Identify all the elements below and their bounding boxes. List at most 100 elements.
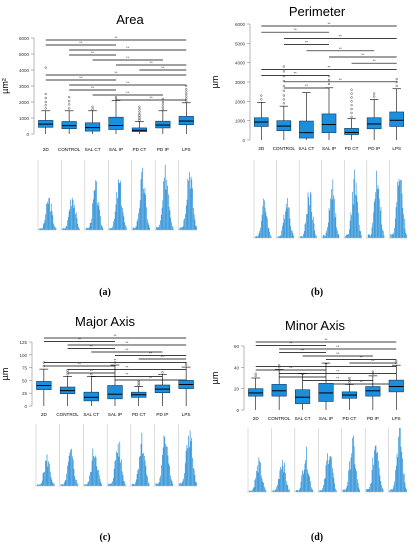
histogram-bar: [270, 234, 271, 238]
histogram-bar: [313, 223, 315, 238]
histogram-bar: [307, 192, 309, 238]
histogram-bar: [180, 482, 181, 486]
histogram-bar: [284, 462, 285, 492]
outlier-point: [350, 88, 353, 91]
category-label: 2D: [253, 416, 260, 421]
histogram-bar: [397, 456, 399, 492]
histogram-bar: [337, 230, 338, 238]
significance-label: **: [339, 33, 343, 38]
histogram-bar: [63, 484, 64, 486]
histogram-bar: [290, 226, 292, 238]
histogram-bar: [360, 231, 361, 238]
box-sal-ip: [108, 96, 124, 134]
outlier-point: [254, 372, 257, 375]
histogram-bar: [60, 484, 62, 486]
histogram-bar: [399, 428, 401, 492]
histogram-bar: [167, 455, 169, 486]
histogram-bar: [332, 472, 334, 492]
histogram-bar: [90, 471, 92, 486]
histogram-bar: [306, 446, 307, 492]
category-label: CONTROL: [273, 146, 296, 151]
y-tick-label: 3000: [235, 80, 246, 85]
panel-a-chart: µm² 0 1000 2000 3000 4000 5000 6000 ** ** ** ** ** **…: [0, 35, 197, 231]
histogram-control: [275, 160, 295, 239]
histogram-bar: [357, 202, 358, 238]
histogram-2d: [37, 160, 57, 231]
histogram-bar: [143, 452, 144, 486]
histogram-bar: [260, 475, 262, 492]
outlier-point: [350, 111, 353, 115]
histogram-bar: [307, 472, 309, 492]
histogram-bar: [159, 224, 160, 230]
box-iqr: [366, 117, 382, 130]
significance-label: **: [161, 65, 165, 70]
histogram-bar: [373, 201, 375, 238]
histogram-bar: [335, 490, 337, 492]
box-sal-ct: [83, 373, 99, 406]
histogram-bar: [269, 231, 270, 238]
histogram-bar: [147, 476, 148, 486]
histogram-bar: [379, 210, 381, 238]
outlier-point: [44, 104, 47, 107]
histogram-bar: [404, 482, 406, 492]
histogram-lps: [177, 160, 197, 231]
histogram-bar: [359, 230, 361, 238]
histogram-control: [60, 160, 80, 231]
histogram-bar: [74, 205, 75, 230]
histogram-bar: [376, 189, 378, 238]
outlier-point: [185, 100, 188, 103]
panel-c-title: Major Axis: [75, 314, 135, 329]
category-label: SAL IP: [319, 416, 333, 421]
histogram-bar: [124, 481, 125, 486]
panel-d-label: (d): [310, 532, 324, 543]
histogram-bar: [401, 451, 403, 492]
histogram-bar: [137, 219, 139, 230]
histogram-bar: [113, 221, 114, 230]
histogram-bar: [39, 228, 41, 230]
histogram-bar: [268, 227, 270, 238]
significance-label: **: [289, 341, 293, 346]
histogram-bar: [349, 220, 351, 238]
histogram-bar: [320, 490, 322, 492]
histogram-bar: [382, 230, 384, 238]
histogram-bar: [88, 227, 89, 230]
histogram-bar: [300, 236, 302, 238]
histogram-bar: [37, 484, 39, 486]
histogram-bar: [71, 206, 72, 230]
histogram-bar: [62, 228, 64, 230]
histogram-bar: [185, 450, 187, 486]
y-tick-label: 1000: [19, 116, 30, 121]
histogram-bar: [334, 198, 335, 238]
box-lps: [388, 359, 404, 410]
histogram-bar: [121, 208, 123, 230]
histogram-bar: [372, 222, 374, 238]
histogram-bar: [140, 179, 142, 230]
category-label: LPS: [392, 146, 401, 151]
y-tick-label: 0: [242, 138, 245, 143]
box-iqr: [389, 111, 405, 127]
histogram-bar: [161, 465, 162, 486]
histogram-bar: [43, 222, 45, 230]
outlier-point: [138, 110, 141, 113]
panel-a-label: (a): [99, 287, 111, 298]
histogram-bar: [93, 455, 94, 486]
histogram-bar: [345, 235, 346, 238]
histogram-bar: [87, 482, 89, 486]
outlier-point: [138, 116, 141, 119]
histogram-bar: [45, 214, 47, 230]
histogram-bar: [196, 482, 197, 486]
histogram-bar: [356, 471, 357, 492]
outlier-point: [185, 92, 188, 96]
box-lps: [178, 361, 194, 406]
histogram-bar: [370, 235, 371, 238]
histogram-bar: [123, 216, 125, 230]
histogram-bar: [399, 428, 400, 492]
y-tick-label: 25: [22, 391, 28, 396]
outlier-point: [66, 369, 69, 372]
histogram-bar: [64, 480, 66, 486]
histogram-control: [270, 428, 290, 493]
outlier-point: [137, 379, 140, 383]
box-pd-ct: [131, 105, 147, 134]
histogram-bar: [48, 461, 49, 486]
histogram-bar: [195, 225, 197, 230]
